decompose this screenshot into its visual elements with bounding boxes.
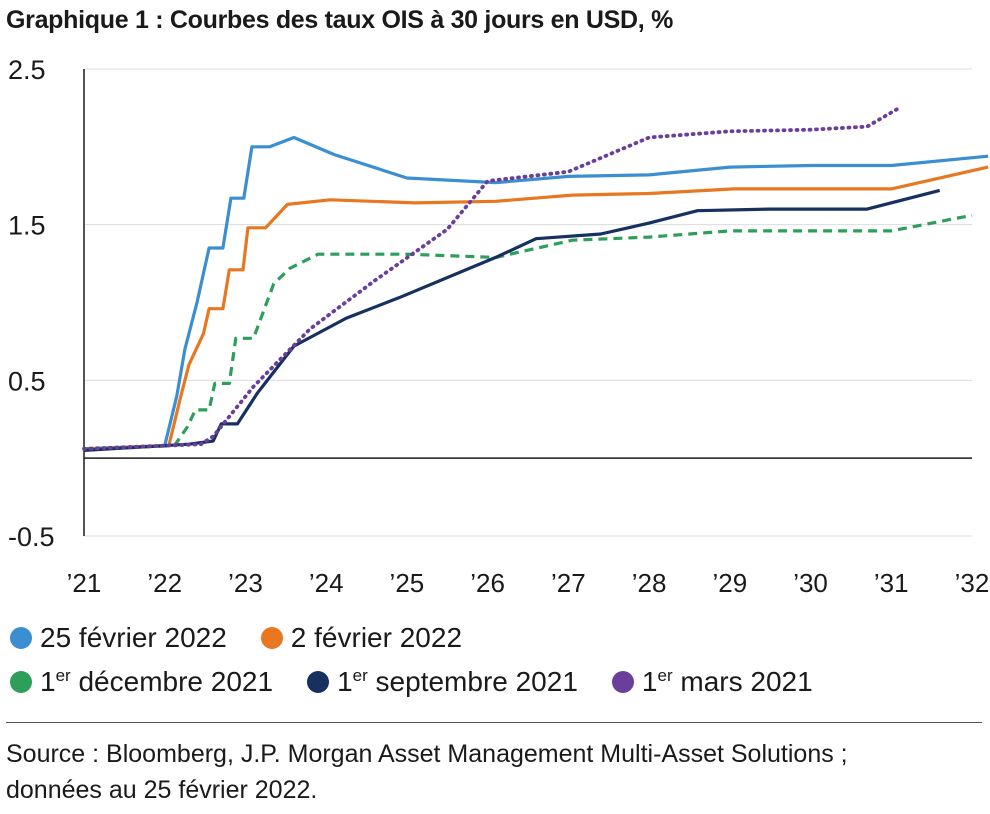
y-tick-label: -0.5 bbox=[8, 522, 55, 552]
legend-item: 1er mars 2021 bbox=[611, 666, 813, 698]
legend-item: 1er septembre 2021 bbox=[307, 666, 578, 698]
x-tick-label: ’25 bbox=[390, 568, 425, 598]
legend-label: 2 février 2022 bbox=[290, 622, 463, 653]
x-tick-label: ’21 bbox=[67, 568, 102, 598]
source-note: Source : Bloomberg, J.P. Morgan Asset Ma… bbox=[6, 740, 848, 804]
legend-item: 1er décembre 2021 bbox=[10, 666, 273, 698]
chart-title: Graphique 1 : Courbes des taux OIS à 30 … bbox=[6, 6, 674, 34]
x-tick-label: ’22 bbox=[147, 568, 182, 598]
x-tick-label: ’27 bbox=[551, 568, 586, 598]
x-tick-label: ’23 bbox=[228, 568, 263, 598]
legend-label: 25 février 2022 bbox=[40, 622, 227, 653]
legend-label: 1er décembre 2021 bbox=[40, 666, 274, 697]
legend-row-2: 1er décembre 2021 1er septembre 2021 1er m… bbox=[10, 666, 847, 698]
y-tick-label: 1.5 bbox=[8, 211, 46, 241]
legend-marker bbox=[10, 671, 32, 693]
series-line-3 bbox=[83, 213, 973, 451]
x-tick-label: ’32 bbox=[955, 568, 990, 598]
series-line-5 bbox=[82, 106, 902, 451]
legend-marker bbox=[260, 627, 283, 649]
legend-label: 1er mars 2021 bbox=[641, 666, 813, 697]
x-tick-label: ’29 bbox=[712, 568, 747, 598]
series-line-1 bbox=[83, 135, 989, 451]
y-tick-label: 2.5 bbox=[8, 55, 46, 85]
x-tick-label: ’28 bbox=[632, 568, 667, 598]
legend-item: 25 février 2022 bbox=[10, 622, 227, 654]
legend-marker bbox=[611, 671, 634, 693]
legend-marker bbox=[10, 627, 32, 649]
legend-marker bbox=[307, 671, 330, 693]
legend-row-1: 25 février 2022 2 février 2022 bbox=[10, 622, 496, 654]
x-tick-label: ’31 bbox=[874, 568, 909, 598]
x-tick-label: ’30 bbox=[793, 568, 828, 598]
x-tick-label: ’24 bbox=[309, 568, 344, 598]
series-line-2 bbox=[83, 165, 989, 451]
series-line-4 bbox=[83, 188, 941, 452]
chart-plot: 2.5 1.5 0.5 -0.5 ’21 ’22 ’23 ’24 ’25 ’26 ’27 ’28 ’29… bbox=[8, 55, 990, 598]
divider bbox=[6, 722, 982, 723]
legend-label: 1er septembre 2021 bbox=[337, 666, 578, 697]
legend-item: 2 février 2022 bbox=[260, 622, 463, 654]
y-tick-label: 0.5 bbox=[8, 366, 46, 396]
x-tick-label: ’26 bbox=[470, 568, 505, 598]
